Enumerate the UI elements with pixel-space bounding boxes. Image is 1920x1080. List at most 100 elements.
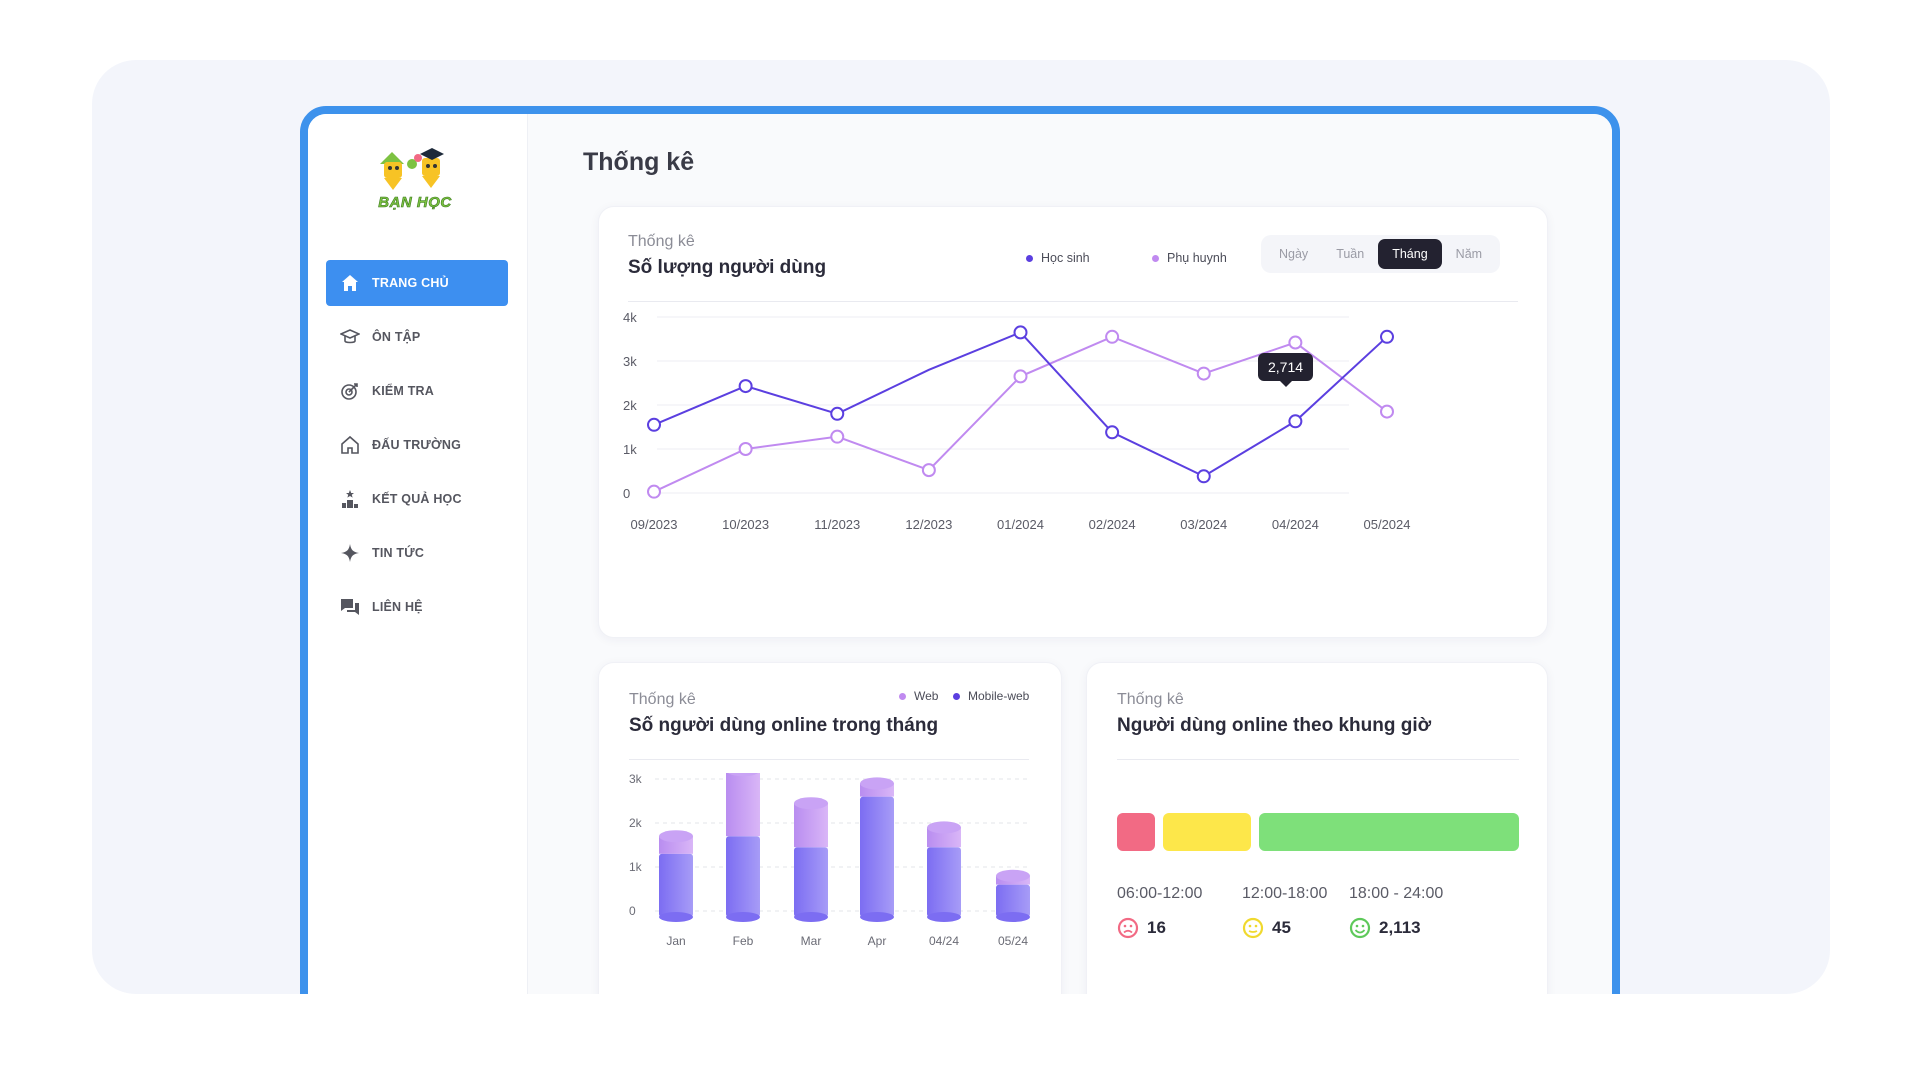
sidebar-item-label: KẾT QUẢ HỌC [372,492,462,506]
x-tick-label: 01/2024 [997,517,1044,532]
y-tick-label: 2k [629,816,643,830]
data-point [738,442,753,456]
online-month-card: Thống kê Số người dùng online trong thán… [598,662,1062,994]
y-tick-label: 0 [629,904,636,918]
bar-base [927,912,961,922]
data-point [738,379,753,394]
x-tick-label: 04/24 [929,934,959,948]
sidebar-item-label: ĐẤU TRƯỜNG [372,438,461,452]
slot-value-evening: 2,113 [1349,917,1421,939]
slot-value-afternoon: 45 [1242,917,1291,939]
legend-label: Phụ huynh [1167,251,1227,265]
sidebar-item-ket-qua-hoc[interactable]: KẾT QUẢ HỌC [326,476,508,522]
card-title: Số người dùng online trong tháng [629,715,939,736]
slot-label-afternoon: 12:00-18:00 [1242,885,1328,902]
period-ngay[interactable]: Ngày [1279,247,1309,261]
data-point [1380,329,1394,344]
card-subtitle: Thống kê [628,233,695,250]
sidebar-item-tin-tuc[interactable]: TIN TỨC [326,530,508,576]
legend-web[interactable]: Web [899,689,938,703]
data-point [1105,329,1120,344]
x-tick-label: 10/2023 [722,517,769,532]
period-nam[interactable]: Năm [1455,247,1483,261]
arena-house-icon [338,433,362,457]
x-tick-label: 11/2023 [814,517,860,532]
y-tick-label: 1k [623,442,637,457]
card-title: Người dùng online theo khung giờ [1117,715,1432,736]
line-chart: 0 1k 2k 3k 4k 09/2023 10/2023 11/2023 12/2023 01/… [623,310,1411,532]
bar-mobile-web [996,884,1030,917]
x-tick-label: Mar [801,934,822,948]
app-logo[interactable]: BẠN HỌC [372,142,458,218]
x-tick-label: Apr [868,934,887,948]
card-subtitle: Thống kê [1117,691,1184,708]
x-tick-label: 03/2024 [1180,517,1227,532]
bar-web [726,773,760,837]
bar-base [726,912,760,922]
bar-base [659,912,693,922]
card-divider [629,759,1029,760]
time-bar-afternoon[interactable] [1163,813,1251,851]
data-point [921,463,936,478]
data-point [1380,404,1394,419]
sparkle-icon [338,541,362,565]
bar-cap [996,869,1030,882]
time-bar-evening[interactable] [1259,813,1519,851]
data-point [647,417,661,432]
bar-web [794,803,828,848]
card-title: Số lượng người dùng [628,257,827,278]
legend-label: Web [914,689,939,703]
legend-phu-huynh[interactable]: Phụ huynh [1152,251,1227,265]
y-tick-label: 1k [629,860,643,874]
x-tick-label: 09/2023 [631,517,678,532]
bar-cap [659,830,693,843]
slot-value-morning: 16 [1117,917,1166,939]
x-tick-label: 12/2023 [905,517,952,532]
period-tuan[interactable]: Tuần [1336,247,1365,261]
x-tick-label: 05/24 [998,934,1028,948]
data-point [830,406,845,421]
x-tick-label: 05/2024 [1364,517,1411,532]
bar-mobile-web [927,847,961,917]
canvas-background: BẠN HỌC TRANG CHỦ ÔN TẬP [92,60,1830,994]
neutral-face-icon [1242,917,1264,939]
main-content: Thống kê Thống kê Số lượng người dùng Họ… [528,114,1612,994]
period-thang[interactable]: Tháng [1378,239,1442,269]
legend-dot [1152,254,1159,262]
online-hours-card: Thống kê Người dùng online theo khung gi… [1086,662,1548,994]
legend-label: Học sinh [1041,251,1090,265]
sidebar-item-label: TIN TỨC [372,546,425,560]
legend-dot [899,692,906,700]
bar-base [860,912,894,922]
x-tick-label: Feb [733,934,754,948]
sidebar-item-label: LIÊN HỆ [372,600,423,614]
app-window: BẠN HỌC TRANG CHỦ ÔN TẬP [300,106,1620,994]
sidebar-item-dau-truong[interactable]: ĐẤU TRƯỜNG [326,422,508,468]
data-point [1196,469,1211,484]
sidebar-item-on-tap[interactable]: ÔN TẬP [326,314,508,360]
legend-dot [1026,254,1033,262]
time-bar-morning[interactable] [1117,813,1155,851]
home-icon [338,271,362,295]
slot-label-morning: 06:00-12:00 [1117,885,1203,902]
legend-mobile-web[interactable]: Mobile-web [953,689,1029,703]
chat-icon [338,595,362,619]
bar-base [996,912,1030,922]
podium-star-icon [338,487,362,511]
x-tick-label: 04/2024 [1272,517,1319,532]
legend-hoc-sinh[interactable]: Học sinh [1026,251,1090,265]
bar-base [794,912,828,922]
sidebar-item-trang-chu[interactable]: TRANG CHỦ [326,260,508,306]
happy-face-icon [1349,917,1371,939]
sidebar-item-label: KIỂM TRA [372,384,435,398]
target-icon [338,379,362,403]
card-divider [1117,759,1519,760]
sidebar-item-lien-he[interactable]: LIÊN HỆ [326,584,508,630]
slot-value: 45 [1272,918,1291,937]
y-tick-label: 3k [623,354,637,369]
data-point [1013,325,1028,340]
bar-mobile-web [794,847,828,917]
sidebar-item-kiem-tra[interactable]: KIỂM TRA [326,368,508,414]
x-tick-label: 02/2024 [1089,517,1136,532]
bar-cap [927,821,961,834]
